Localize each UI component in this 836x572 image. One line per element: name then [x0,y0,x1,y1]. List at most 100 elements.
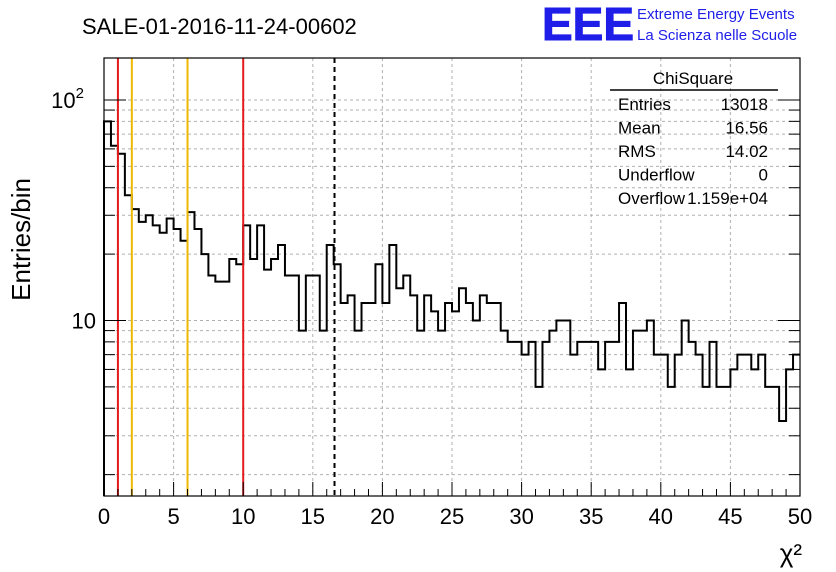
histogram-bin [508,342,515,496]
histogram-bin [264,270,271,496]
histogram-bin [619,303,626,496]
histogram-bin [194,229,201,496]
stats-row-label: RMS [618,142,656,161]
stats-row-value: 16.56 [725,119,768,138]
histogram-bin [640,331,647,496]
histogram-bin [647,320,654,496]
histogram-bin [139,222,146,496]
histogram-bin [605,342,612,496]
histogram-bin [396,288,403,496]
histogram-bin [563,320,570,496]
stats-row-label: Entries [618,95,671,114]
histogram-bin [730,369,737,496]
histogram-bin [236,264,243,496]
histogram-bin [612,342,619,496]
histogram-bin [250,259,257,496]
histogram-bin [355,331,362,496]
x-tick-label: 50 [788,504,812,529]
histogram-bin [633,331,640,496]
histogram-bin [772,387,779,496]
histogram-bin [723,387,730,496]
x-tick-labels: 0 5 10 15 20 25 30 35 40 45 50 [98,504,812,529]
histogram-bin [522,355,529,496]
chart-title: SALE-01-2016-11-24-00602 [82,14,357,39]
histogram-outline [103,120,800,496]
x-tick-label: 25 [440,504,464,529]
histogram-bin [598,369,605,496]
histogram-bin [285,275,292,496]
marker-lines [116,58,336,496]
histogram-bin [591,342,598,496]
histogram-bin [751,369,758,496]
histogram-bin [459,288,466,496]
stats-row-value: 1.159e+04 [687,189,768,208]
histogram-bin [181,241,188,496]
histogram-bin [536,387,543,496]
histogram-bin [146,215,153,496]
stats-row-label: Overflow [618,189,686,208]
histogram-bin [334,264,341,496]
histogram-bin [375,264,382,496]
histogram-bin [382,303,389,496]
eee-logo-line1: Extreme Energy Events [637,6,795,23]
histogram-bin [125,195,132,496]
histogram-bin [410,295,417,496]
stats-row-value: 14.02 [725,142,768,161]
x-axis-title: χ² [780,538,803,568]
histogram-bin [104,121,111,496]
histogram-bin [654,355,661,496]
histogram-bin [222,282,229,496]
histogram-bin [737,355,744,496]
stats-row-value: 13018 [721,95,768,114]
y-tick-label: 102 [51,85,84,113]
x-tick-label: 10 [231,504,255,529]
histogram-bin [188,212,195,496]
stats-box: ChiSquare Entries 13018 Mean 16.56 RMS 14.02 U… [610,69,778,208]
histogram-bin [779,421,786,496]
eee-logo-line2: La Scienza nelle Scuole [637,27,797,44]
histogram-bin [675,355,682,496]
histogram-bin [403,275,410,496]
histogram-bin [327,245,334,496]
histogram-bin [431,311,438,496]
axis-ticks [103,99,801,496]
histogram-bin [487,303,494,496]
stats-row-value: 0 [759,166,768,185]
histogram-bin [515,342,522,496]
histogram-bin [215,282,222,496]
histogram-bin [132,209,139,496]
histogram-bin [445,303,452,496]
histogram-bin [765,387,772,496]
histogram-bin [570,355,577,496]
histogram-bin [201,254,208,496]
histogram-bin [682,320,689,496]
histogram-bin [271,259,278,496]
histogram-bin [153,225,160,496]
grid [104,58,800,496]
histogram-bin [362,303,369,496]
histogram-bin [473,320,480,496]
histogram-bin [549,331,556,496]
histogram-bin [208,275,215,496]
histogram-bin [348,295,355,496]
histogram-bin [696,355,703,496]
x-tick-label: 45 [718,504,742,529]
histogram-bin [786,369,793,496]
x-tick-label: 20 [370,504,394,529]
histogram-bin [703,387,710,496]
histogram-bin [417,331,424,496]
histogram-bin [480,295,487,496]
histogram-bin [118,154,125,496]
stats-row-label: Underflow [618,166,695,185]
histogram-bin [668,387,675,496]
histogram-bin [438,331,445,496]
histogram-bin [501,331,508,496]
x-tick-label: 5 [167,504,179,529]
histogram-bin [229,259,236,496]
histogram-bin [389,245,396,496]
stats-row-label: Mean [618,119,661,138]
histogram-bin [577,342,584,496]
histogram-bin [174,229,181,496]
histogram-bin [368,303,375,496]
histogram-bin [529,342,536,496]
